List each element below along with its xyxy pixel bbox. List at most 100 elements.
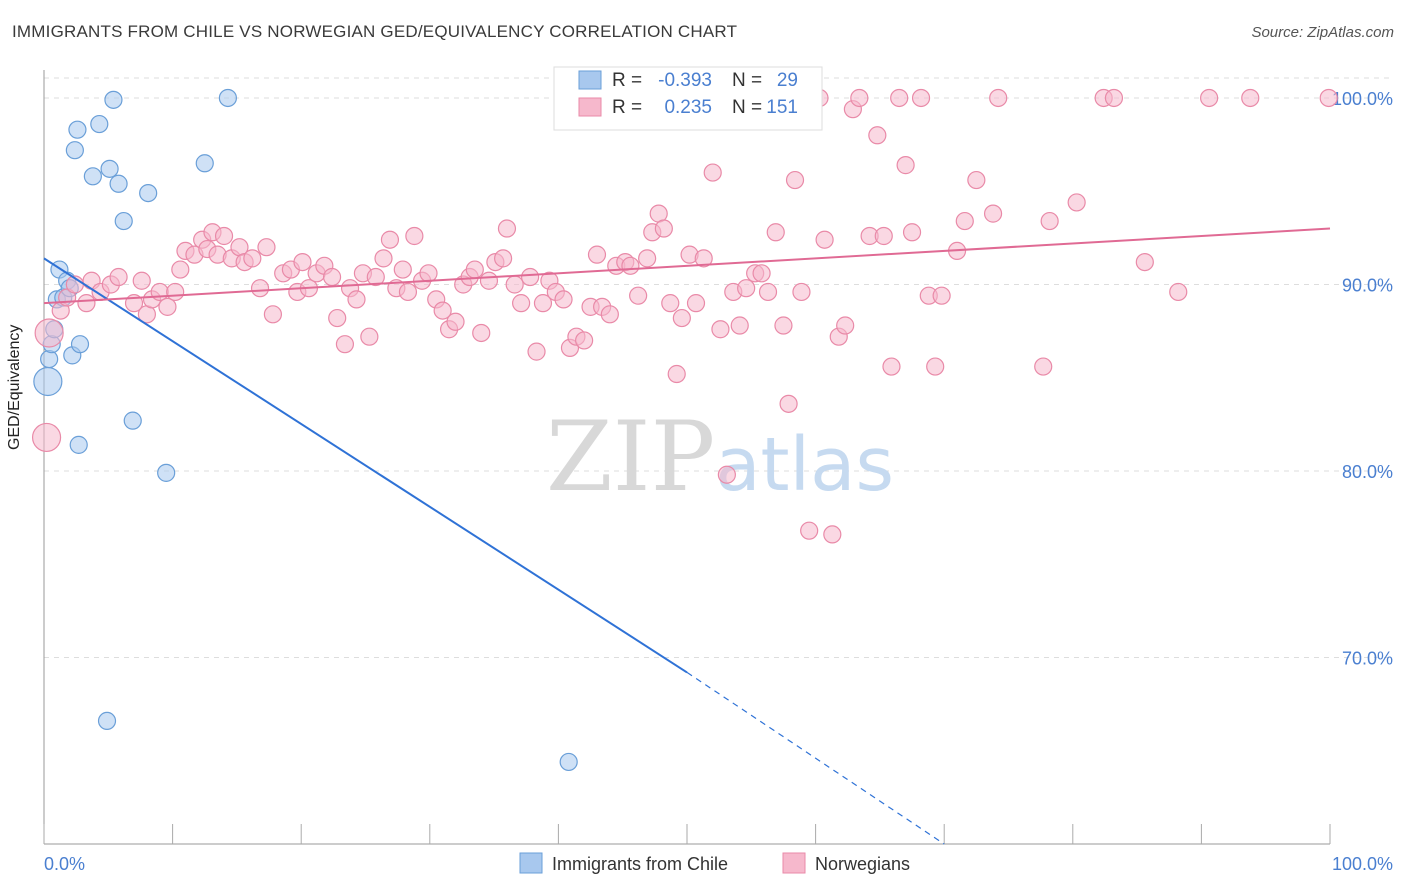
chile-point bbox=[97, 711, 117, 731]
norwegian-point bbox=[621, 256, 640, 275]
norwegian-point bbox=[347, 290, 366, 309]
legend-swatch bbox=[782, 852, 806, 874]
stats-r-label: R = bbox=[612, 70, 642, 91]
norwegian-point bbox=[766, 223, 785, 242]
norwegian-point bbox=[737, 279, 756, 298]
norwegian-point bbox=[850, 88, 869, 108]
chile-trend-extension bbox=[686, 671, 945, 845]
stats-swatch-blue bbox=[578, 70, 602, 90]
x-tick-label: 100.0% bbox=[1332, 854, 1393, 874]
norwegian-point bbox=[366, 267, 385, 287]
norwegian-point bbox=[654, 219, 673, 238]
norwegian-point bbox=[792, 282, 811, 302]
norwegian-point bbox=[890, 88, 909, 108]
watermark: ZIPatlas bbox=[546, 401, 894, 513]
norwegian-point bbox=[533, 294, 553, 313]
norwegian-point bbox=[1034, 357, 1053, 376]
y-tick-label: 90.0% bbox=[1342, 275, 1393, 295]
norwegian-point bbox=[243, 249, 262, 268]
y-tick-label: 80.0% bbox=[1342, 462, 1393, 482]
stats-r-label: R = bbox=[612, 97, 642, 118]
stats-n-label: N = bbox=[732, 70, 762, 91]
y-tick-label: 100.0% bbox=[1332, 89, 1393, 109]
norwegian-point bbox=[446, 312, 465, 331]
norwegian-point bbox=[1104, 88, 1124, 108]
chile-point bbox=[195, 154, 214, 173]
norwegian-point bbox=[823, 525, 842, 544]
norwegian-point bbox=[730, 316, 749, 335]
chile-point bbox=[90, 114, 109, 134]
norwegian-point bbox=[661, 294, 680, 313]
norwegian-point bbox=[882, 357, 901, 376]
norwegian-point bbox=[1319, 88, 1338, 108]
legend-swatch bbox=[519, 852, 543, 874]
norwegian-point bbox=[868, 126, 887, 145]
norwegian-point bbox=[902, 223, 922, 242]
stats-n-value: 29 bbox=[777, 70, 798, 91]
norwegian-point bbox=[955, 211, 974, 231]
norwegian-point bbox=[932, 286, 951, 305]
chile-point bbox=[109, 174, 128, 193]
norwegian-point bbox=[989, 88, 1008, 108]
norwegian-point bbox=[322, 267, 342, 287]
norwegian-point bbox=[600, 305, 619, 324]
norwegian-point bbox=[667, 364, 686, 384]
norwegian-point bbox=[527, 342, 546, 361]
norwegian-point bbox=[328, 308, 347, 328]
norwegian-point bbox=[752, 264, 771, 283]
norwegian-point bbox=[433, 301, 452, 320]
norwegian-point bbox=[34, 318, 64, 348]
norwegian-point bbox=[694, 249, 713, 268]
norwegian-point bbox=[629, 286, 648, 305]
chile-point bbox=[70, 335, 90, 354]
x-tick-label: 0.0% bbox=[44, 854, 85, 874]
norwegian-point bbox=[896, 156, 915, 175]
norwegian-point bbox=[983, 204, 1003, 223]
norwegian-point bbox=[250, 279, 270, 298]
norwegian-point bbox=[31, 422, 62, 453]
legend-label: Norwegians bbox=[815, 854, 910, 874]
norwegian-point bbox=[293, 253, 312, 272]
stats-n-label: N = bbox=[732, 97, 762, 118]
norwegian-point bbox=[150, 282, 169, 302]
norwegian-point bbox=[1135, 253, 1154, 272]
legend-label: Immigrants from Chile bbox=[552, 854, 728, 874]
norwegian-point bbox=[109, 267, 128, 287]
chile-point bbox=[40, 349, 59, 369]
chile-trend-line bbox=[43, 257, 688, 674]
norwegian-point bbox=[967, 170, 986, 190]
norwegian-point bbox=[472, 323, 491, 343]
norwegian-point bbox=[360, 327, 379, 346]
norwegian-point bbox=[672, 308, 691, 328]
norwegian-point bbox=[703, 163, 722, 182]
norwegian-point bbox=[1169, 282, 1188, 302]
norwegian-point bbox=[158, 297, 177, 316]
chile-point bbox=[68, 120, 87, 139]
chile-point bbox=[114, 211, 133, 231]
norwegian-point bbox=[1241, 88, 1260, 108]
chile-point bbox=[69, 435, 88, 454]
norwegian-point bbox=[393, 260, 412, 279]
norwegian-point bbox=[494, 249, 513, 268]
norwegian-point bbox=[132, 271, 151, 290]
chile-point bbox=[559, 752, 578, 772]
stats-swatch-pink bbox=[578, 97, 602, 117]
norwegian-point bbox=[815, 230, 834, 249]
y-axis-label: GED/Equivalency bbox=[6, 324, 23, 450]
norwegian-point bbox=[398, 282, 418, 302]
norwegian-point bbox=[554, 290, 573, 309]
norwegian-point bbox=[1040, 211, 1059, 231]
y-tick-label: 70.0% bbox=[1342, 648, 1393, 668]
chile-point bbox=[218, 88, 237, 108]
norwegian-point bbox=[419, 264, 438, 283]
norwegian-point bbox=[926, 357, 945, 376]
norwegian-point bbox=[836, 316, 855, 335]
norwegian-point bbox=[774, 316, 793, 335]
chile-point bbox=[100, 159, 119, 178]
norwegian-point bbox=[779, 394, 798, 413]
norwegian-point bbox=[587, 245, 607, 264]
chile-point bbox=[157, 463, 176, 482]
chart-title: IMMIGRANTS FROM CHILE VS NORWEGIAN GED/E… bbox=[12, 22, 738, 41]
norwegian-point bbox=[758, 282, 778, 302]
